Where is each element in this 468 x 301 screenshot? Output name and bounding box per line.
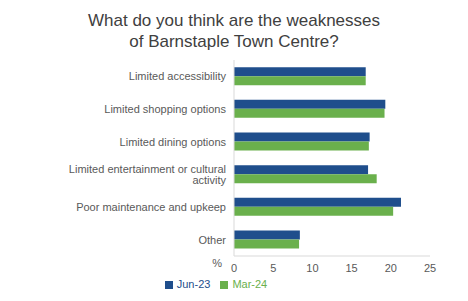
svg-text:10: 10 — [306, 262, 318, 274]
html-text:Mar-24: Mar-24 — [232, 278, 268, 290]
svg-text:Poor maintenance and upkeep: Poor maintenance and upkeep — [76, 201, 226, 213]
svg-text:Limited shopping options: Limited shopping options — [104, 103, 226, 115]
svg-text:Limited entertainment or cultu: Limited entertainment or culturalactivit… — [69, 163, 227, 186]
svg-text:25: 25 — [424, 262, 436, 274]
svg-text:Other: Other — [198, 234, 226, 246]
html-text:Jun-23: Jun-23 — [176, 278, 211, 290]
svg-text:15: 15 — [345, 262, 357, 274]
svg-text:Limited accessibility: Limited accessibility — [129, 70, 227, 82]
svg-text:20: 20 — [385, 262, 397, 274]
svg-text:5: 5 — [270, 262, 276, 274]
svg-text:Limited dining options: Limited dining options — [120, 136, 227, 148]
svg-text:0: 0 — [231, 262, 237, 274]
html-text:What do you think are the weak: What do you think are the weaknesses of … — [88, 11, 380, 51]
svg-text:%: % — [212, 257, 222, 269]
